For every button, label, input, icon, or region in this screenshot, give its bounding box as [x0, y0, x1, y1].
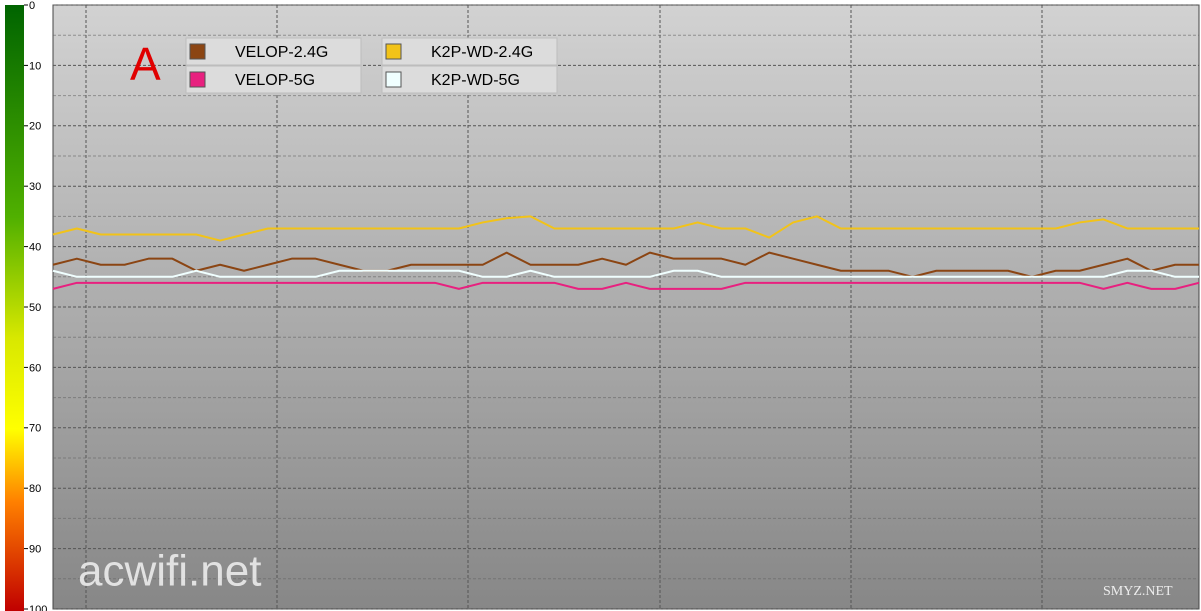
watermark: acwifi.net — [78, 547, 261, 596]
legend-swatch — [189, 71, 206, 88]
y-tick-label: 60 — [29, 362, 41, 374]
y-tick-label: 70 — [29, 423, 41, 435]
legend-box — [381, 37, 558, 66]
series-line — [52, 251, 1199, 278]
legend-box — [381, 65, 558, 94]
legend-label: VELOP-5G — [235, 72, 315, 89]
y-tick-label: 10 — [29, 60, 41, 72]
y-tick-label: 50 — [29, 302, 41, 314]
legend-label: K2P-WD-2.4G — [431, 44, 533, 61]
legend-label: K2P-WD-5G — [431, 72, 520, 89]
y-tick-label: 80 — [29, 483, 41, 495]
y-tick-label: 30 — [29, 181, 41, 193]
watermark: SMYZ.NET — [1103, 584, 1173, 599]
legend-swatch — [189, 43, 206, 60]
annotation: A — [130, 38, 161, 90]
y-tick-label: 0 — [29, 0, 35, 12]
y-tick-label: 20 — [29, 121, 41, 133]
y-tick-label: 40 — [29, 242, 41, 254]
legend-swatch — [385, 71, 402, 88]
legend-box — [185, 37, 362, 66]
series-line — [52, 269, 1199, 278]
legend-swatch — [385, 43, 402, 60]
signal-scale — [5, 5, 24, 611]
y-tick-label: 100 — [29, 604, 47, 611]
y-tick-label: 90 — [29, 544, 41, 556]
legend-label: VELOP-2.4G — [235, 44, 328, 61]
legend-box — [185, 65, 362, 94]
series-line — [52, 281, 1200, 290]
series-line — [52, 215, 1199, 242]
